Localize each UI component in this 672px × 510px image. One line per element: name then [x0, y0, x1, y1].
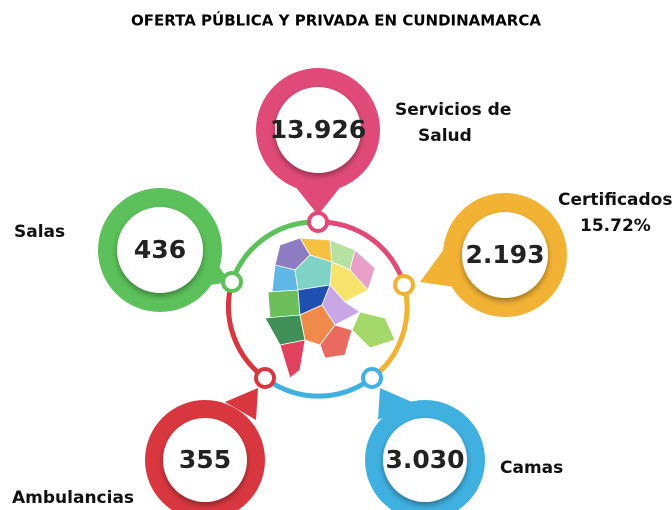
label: 15.72%: [580, 216, 651, 236]
bubble-ambulancias: [145, 367, 276, 510]
label: Salas: [14, 222, 65, 242]
bubble-salud: [256, 68, 380, 233]
label: Salud: [418, 126, 472, 146]
label: Certificados: [558, 190, 672, 210]
value: 355: [179, 445, 231, 474]
ring: [226, 219, 410, 399]
label: Ambulancias: [12, 488, 134, 508]
bubble-salas: [98, 188, 243, 312]
value: 436: [134, 235, 186, 264]
value: 2.193: [465, 240, 544, 269]
bubble-certificados: [393, 193, 567, 317]
label: Camas: [500, 458, 563, 478]
value: 3.030: [385, 445, 464, 474]
value: 13.926: [270, 115, 366, 144]
map: [264, 237, 396, 379]
title: OFERTA PÚBLICA Y PRIVADA EN CUNDINAMARCA: [131, 11, 541, 30]
bubble-camas: [361, 367, 485, 510]
label: Servicios de: [395, 100, 511, 120]
